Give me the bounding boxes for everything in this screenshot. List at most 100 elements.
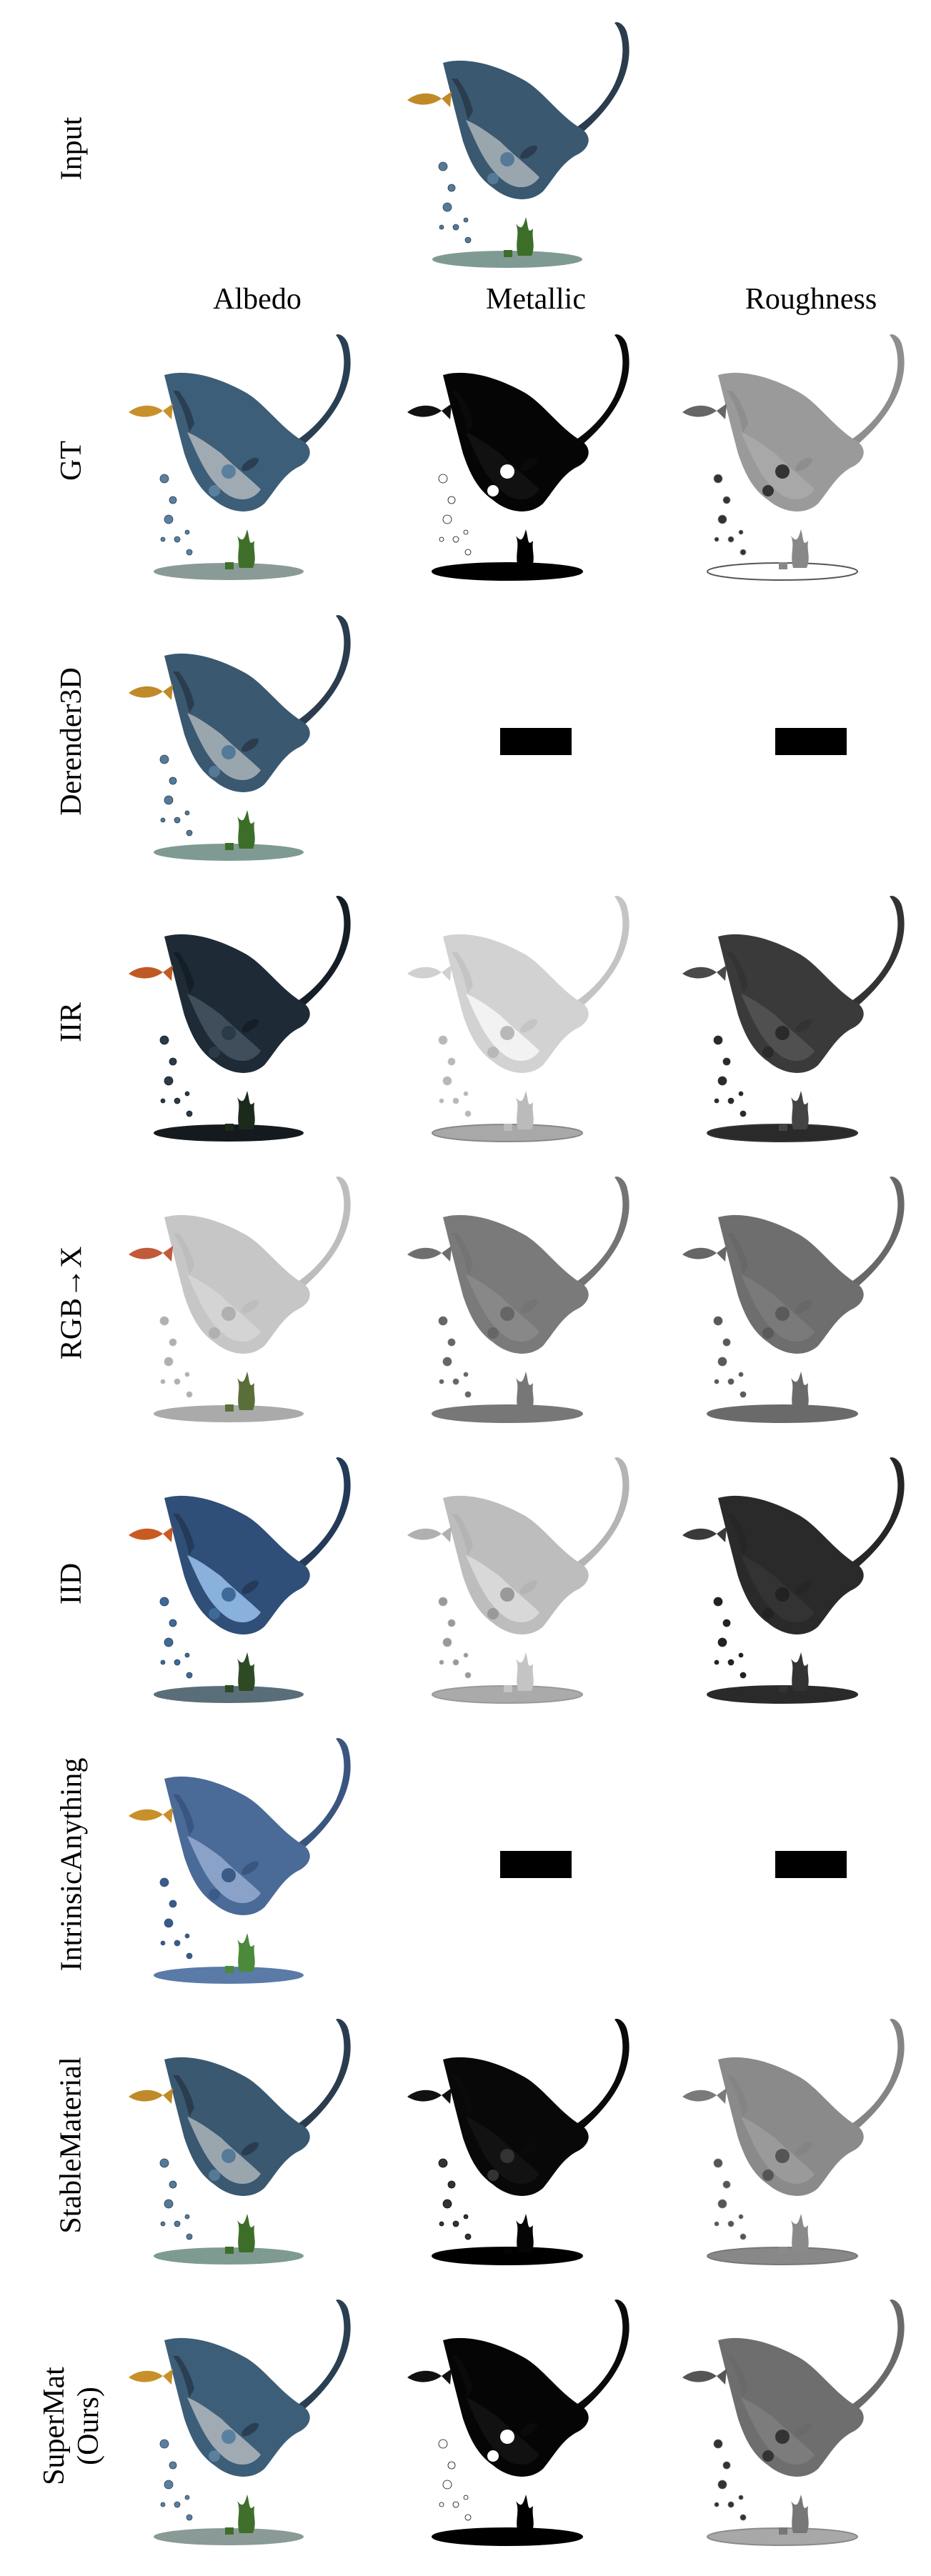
bubble [464, 2233, 472, 2240]
fish-body [682, 2370, 717, 2382]
fish-body [407, 967, 442, 979]
fish-body [682, 967, 717, 979]
bubble [160, 2502, 166, 2507]
manta-spot [209, 1047, 220, 1058]
manta-fin [242, 2142, 259, 2156]
seaweed-stub [225, 1124, 234, 1131]
bubble [740, 549, 747, 556]
bubble [169, 2461, 177, 2470]
manta-tail [296, 334, 351, 446]
seaweed [237, 1933, 255, 1972]
manta-mouth [173, 1233, 194, 1274]
ground-disc [707, 563, 857, 580]
bubble [740, 2514, 747, 2521]
manta-belly [187, 1555, 261, 1623]
manta-tail [296, 1176, 351, 1289]
manta-spot [487, 1047, 499, 1058]
manta-spot [487, 173, 499, 184]
bubble [464, 1391, 472, 1398]
manta-spot [487, 1608, 499, 1619]
manta-spot [487, 2170, 499, 2181]
manta-spot [775, 464, 790, 479]
manta-spot [500, 1587, 514, 1602]
manta-body [443, 1214, 589, 1354]
albedo-image [121, 2290, 393, 2562]
fish-tail [163, 1527, 173, 1542]
seaweed [516, 529, 534, 568]
ground-disc [432, 2528, 582, 2545]
manta-body [718, 2057, 864, 2196]
method-name: IntrinsicAnything [55, 1757, 89, 1972]
bubble [160, 1940, 166, 1946]
seaweed [516, 1372, 534, 1410]
manta-fin [795, 1299, 812, 1314]
bubble [738, 1372, 744, 1377]
bubble [439, 2221, 444, 2227]
manta-spot [775, 1026, 790, 1040]
albedo-image [121, 1448, 393, 1719]
bubble [438, 1316, 448, 1326]
manta-mouth [727, 1233, 748, 1274]
seaweed [791, 1372, 809, 1410]
fish-tail [717, 2369, 727, 2385]
manta-belly [741, 432, 815, 500]
bubble [442, 2199, 452, 2209]
bubble [713, 1597, 723, 1607]
seaweed-stub [504, 562, 512, 569]
bubble [447, 2461, 456, 2470]
bubble [714, 536, 720, 542]
bubble [159, 1035, 169, 1045]
manta-belly [187, 1836, 261, 1904]
manta-spot [500, 464, 514, 479]
seaweed-stub [225, 1685, 234, 1692]
bubble [713, 474, 723, 484]
bubble [159, 1316, 169, 1326]
bubble [727, 1378, 735, 1385]
manta-spot [221, 464, 236, 479]
bubble [447, 1619, 456, 1627]
manta-mouth [727, 2075, 748, 2117]
manta-spot [775, 1307, 790, 1321]
manta-mouth [173, 1794, 194, 1836]
manta-fin [520, 1019, 537, 1033]
bubble [186, 549, 193, 556]
method-name: RGB→X [54, 1246, 88, 1360]
ground-disc [707, 2528, 857, 2545]
fish-tail [442, 91, 452, 107]
bubble [159, 754, 169, 764]
manta-fin [795, 1580, 812, 1594]
bubble [464, 2514, 472, 2521]
bubble [727, 1097, 735, 1104]
manta-spot [500, 1307, 514, 1321]
manta-mouth [173, 2356, 194, 2397]
albedo-image [121, 325, 393, 596]
fish-body [129, 405, 163, 417]
fish-tail [442, 2088, 452, 2104]
not-available-bar [500, 728, 572, 755]
manta-tail [296, 1737, 351, 1850]
bubble [439, 1379, 444, 1384]
manta-fin [520, 457, 537, 471]
bubble [164, 514, 174, 524]
bubble [738, 529, 744, 535]
ground-disc [432, 2247, 582, 2265]
bubble [464, 549, 472, 556]
bubble [722, 1057, 731, 1066]
manta-tail [574, 1457, 629, 1569]
manta-mouth [452, 2356, 473, 2397]
input-image [400, 13, 672, 284]
bubble [186, 829, 193, 837]
manta-spot [762, 2170, 774, 2181]
manta-spot [762, 1608, 774, 1619]
seaweed-stub [779, 1124, 787, 1131]
bubble [184, 1933, 190, 1939]
manta-spot [209, 485, 220, 496]
manta-tail [850, 334, 905, 446]
bubble [438, 474, 448, 484]
metallic-image [400, 2010, 672, 2281]
bubble [452, 1097, 459, 1104]
bubble [174, 1659, 181, 1666]
bubble [184, 2495, 190, 2500]
manta-spot [775, 2149, 790, 2163]
bubble [740, 1391, 747, 1398]
